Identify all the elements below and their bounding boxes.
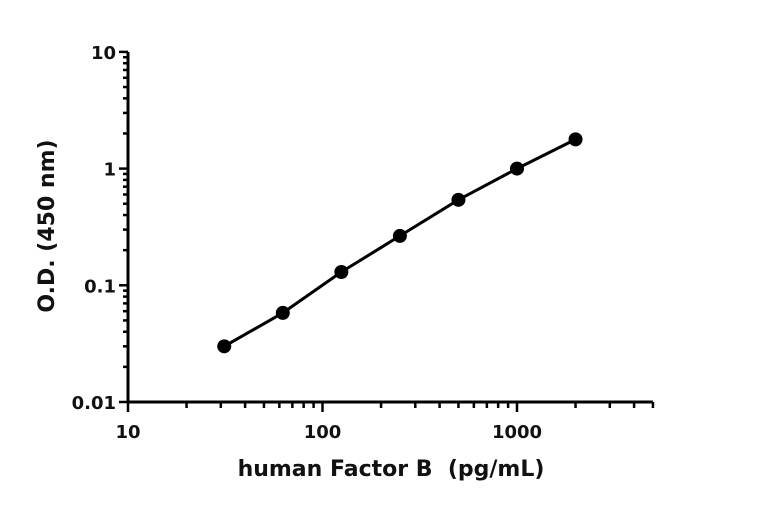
y-tick-label: 10: [91, 43, 116, 64]
axes: [126, 51, 653, 404]
y-tick-label: 0.01: [72, 393, 116, 414]
series: [217, 132, 583, 354]
y-axis-label: O.D. (450 nm): [35, 139, 60, 312]
x-tick-label: 100: [304, 422, 342, 443]
data-point: [568, 132, 583, 147]
data-point: [334, 265, 349, 280]
data-point: [217, 339, 232, 354]
x-tick-label: 10: [115, 422, 140, 443]
data-point: [510, 161, 524, 176]
data-point: [392, 228, 407, 243]
data-point: [275, 305, 290, 320]
ticks: 0.01 0.1 1 10 10 100 1000: [72, 43, 655, 443]
x-tick-label: 1000: [492, 422, 542, 443]
y-tick-label: 0.1: [84, 276, 116, 297]
y-tick-label: 1: [103, 160, 116, 181]
x-axis-label: human Factor B (pg/mL): [238, 457, 545, 482]
data-point: [451, 192, 466, 207]
